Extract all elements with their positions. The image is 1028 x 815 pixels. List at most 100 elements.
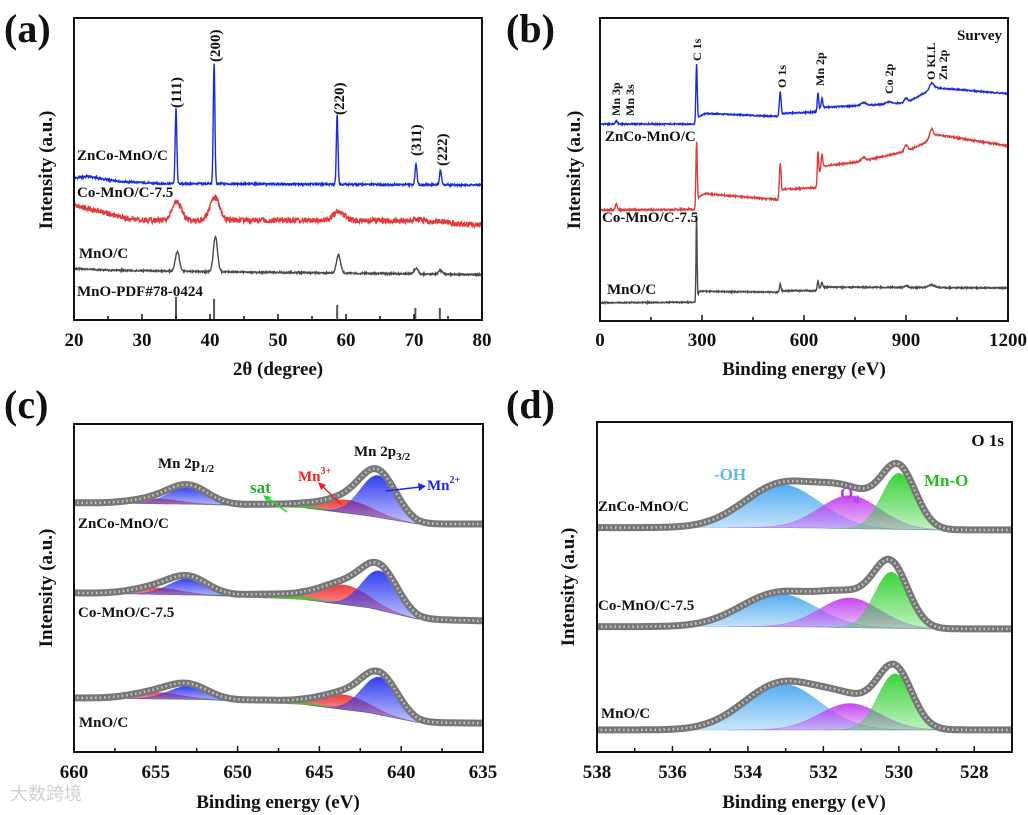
series-line-znco-mno-c [74,63,482,189]
x-tick-label: 534 [734,762,763,783]
mn2-arrowhead-icon [418,483,426,491]
x-tick-label: 635 [469,762,498,783]
envelope-co-mno-c-7-5 [597,555,1012,633]
mn2-arrow-icon [385,486,421,492]
peak-label-o1s: O 1s [775,65,789,88]
series-label-b-comno: Co-MnO/C-7.5 [602,210,698,226]
x-axis-label-d: Binding energy (eV) [722,792,886,813]
series-label-a-mno: MnO/C [79,246,128,262]
annotation-oh: -OH [714,465,746,484]
x-axis-label-c: Binding energy (eV) [196,792,360,813]
x-tick-label: 0 [595,330,605,351]
x-tick-label: 532 [809,762,838,783]
x-tick-label: 20 [65,330,84,351]
series-line-mno-c [74,235,482,278]
series-line-co-mno-c-7-5 [600,126,1008,214]
x-tick-label: 660 [60,762,89,783]
peak-label-200: (200) [208,30,224,63]
series-label-c-comno: Co-MnO/C-7.5 [78,605,174,621]
annotation-arrows [263,482,426,513]
series-label-a-comno: Co-MnO/C-7.5 [77,185,173,201]
series-label-d-zncomno: ZnCo-MnO/C [598,499,689,515]
panel-label-a: (a) [4,6,51,51]
panel-title-o1s: O 1s [971,431,1004,450]
annotation-mn2: Mn2+ [427,475,461,494]
peak-label-mn3p: Mn 3p [609,82,623,116]
plot-panel-c: 660 655 650 645 640 635 [60,423,498,783]
plot-panel-d: 538 536 534 532 530 528 [583,421,1013,783]
peak-label-111: (111) [169,77,185,108]
panel-label-d: (d) [506,382,555,427]
panel-label-b: (b) [506,6,555,51]
x-tick-label: 640 [387,762,416,783]
x-tick-label: 538 [583,762,612,783]
peak-label-co2p: Co 2p [882,63,896,94]
mn3-arrowhead-icon [318,482,326,490]
peak-label-okll: O KLL [924,42,938,80]
panel-label-c: (c) [4,382,48,427]
annotation-sat: sat [250,478,271,497]
series-label-a-zncomno: ZnCo-MnO/C [77,148,168,164]
series-label-c-mno: MnO/C [79,715,128,731]
series-label-d-mno: MnO/C [601,706,650,722]
y-axis-label-b: Intensity (a.u.) [564,111,585,230]
x-tick-label: 60 [337,330,356,351]
watermark: 大数跨境 [10,784,82,805]
x-tick-label: 900 [892,330,921,351]
reference-label: MnO-PDF#78-0424 [77,284,203,300]
peak-label-mn3s: Mn 3s [623,84,637,116]
sat-arrow-icon [265,496,288,513]
x-tick-label: 650 [223,762,252,783]
series-line-mno-c [600,215,1008,306]
sat-arrowhead-icon [263,495,271,502]
envelope-mno-c [74,667,483,727]
x-tick-label: 530 [885,762,914,783]
peak-label-c1s: C 1s [690,38,704,61]
series-label-b-zncomno: ZnCo-MnO/C [605,129,696,145]
mn3-arrow-icon [320,484,343,506]
series-label-c-zncomno: ZnCo-MnO/C [78,516,169,532]
x-tick-label: 528 [960,762,989,783]
x-axis-label-b: Binding energy (eV) [722,359,886,380]
envelope-znco-mno-c [597,459,1012,534]
plot-panel-a: 20 30 40 50 60 70 80 [65,17,492,351]
x-tick-label: 645 [305,762,334,783]
x-tick-label: 600 [790,330,819,351]
x-tick-label: 40 [201,330,220,351]
series-label-b-mno: MnO/C [607,282,656,298]
peak-label-222: (222) [435,134,451,167]
x-tick-label: 70 [405,330,424,351]
envelope-mno-c-beads [597,662,1012,732]
y-axis-label-d: Intensity (a.u.) [558,528,579,647]
x-tick-label: 300 [688,330,717,351]
plot-area [74,63,482,320]
y-axis-label-a: Intensity (a.u.) [36,111,57,230]
peak-label-zn2p: Zn 2p [936,49,950,80]
annotation-mn2p12: Mn 2p1/2 [158,456,215,475]
series-label-d-comno: Co-MnO/C-7.5 [598,598,694,614]
plot-area [597,459,1012,734]
y-axis-label-c: Intensity (a.u.) [36,529,57,648]
peak-label-mn2p: Mn 2p [813,52,827,86]
plot-panel-b: 0 300 600 900 1200 [595,17,1027,351]
x-tick-label: 80 [473,330,492,351]
envelope-znco-mno-c [74,465,483,528]
x-tick-label: 50 [269,330,288,351]
annotation-od: Od [840,484,859,506]
plot-frame [596,421,1013,753]
series-line-znco-mno-c [600,63,1008,127]
annotation-mno: Mn-O [924,471,968,490]
x-tick-label: 655 [142,762,171,783]
peak-label-220: (220) [332,83,348,116]
plot-area [74,465,483,727]
annotation-mn3: Mn3+ [298,466,332,485]
x-axis-label-a: 2θ (degree) [233,359,323,380]
annotation-mn2p32: Mn 2p3/2 [354,444,411,463]
x-tick-label: 1200 [989,330,1027,351]
plot-area [600,63,1008,306]
series-line-co-mno-c-7-5 [74,193,482,229]
panel-title-survey: Survey [957,28,1003,44]
peak-label-311: (311) [409,124,425,156]
envelope-co-mno-c-7-5-beads [74,561,483,623]
